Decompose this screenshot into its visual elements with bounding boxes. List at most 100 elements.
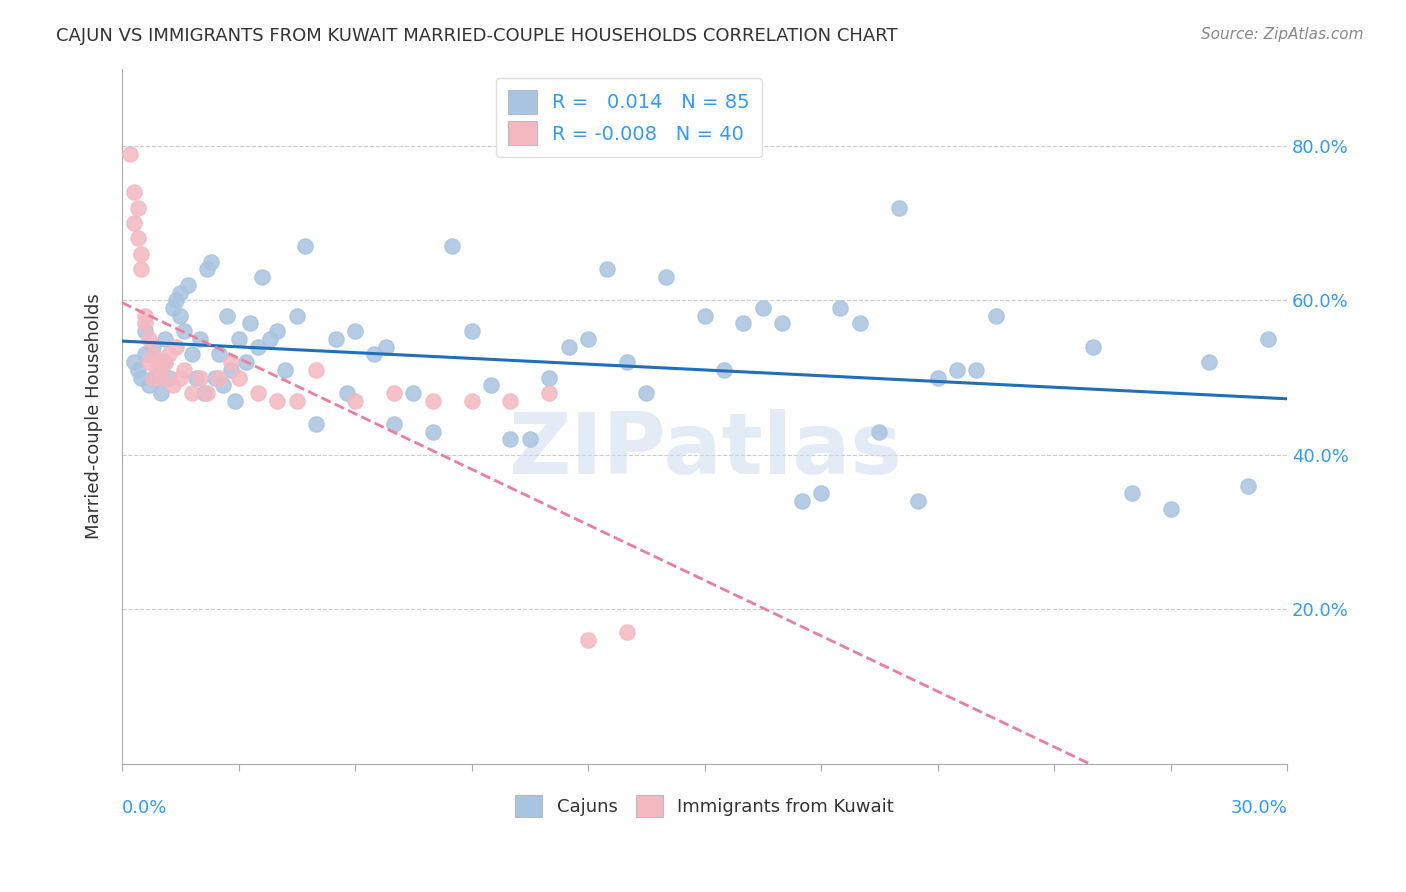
Point xyxy=(576,332,599,346)
Text: CAJUN VS IMMIGRANTS FROM KUWAIT MARRIED-COUPLE HOUSEHOLDS CORRELATION CHART: CAJUN VS IMMIGRANTS FROM KUWAIT MARRIED-… xyxy=(56,27,898,45)
Point xyxy=(538,386,561,401)
Text: Source: ZipAtlas.com: Source: ZipAtlas.com xyxy=(1201,27,1364,42)
Point xyxy=(224,393,246,408)
Point xyxy=(228,370,250,384)
Point xyxy=(266,393,288,408)
Point xyxy=(142,370,165,384)
Point xyxy=(830,301,852,315)
Text: 30.0%: 30.0% xyxy=(1230,798,1286,816)
Point xyxy=(259,332,281,346)
Point xyxy=(204,370,226,384)
Point xyxy=(285,393,308,408)
Point xyxy=(134,317,156,331)
Legend: Cajuns, Immigrants from Kuwait: Cajuns, Immigrants from Kuwait xyxy=(508,788,901,824)
Point xyxy=(134,324,156,338)
Point xyxy=(127,231,149,245)
Y-axis label: Married-couple Households: Married-couple Households xyxy=(86,293,103,539)
Point xyxy=(138,332,160,346)
Point xyxy=(228,332,250,346)
Point xyxy=(479,378,502,392)
Point xyxy=(344,393,367,408)
Point xyxy=(219,355,242,369)
Point xyxy=(1198,355,1220,369)
Point xyxy=(122,216,145,230)
Point xyxy=(127,363,149,377)
Point xyxy=(596,262,619,277)
Point xyxy=(181,386,204,401)
Point xyxy=(305,363,328,377)
Point xyxy=(422,393,444,408)
Point xyxy=(305,417,328,431)
Point xyxy=(1257,332,1279,346)
Point xyxy=(382,386,405,401)
Point xyxy=(375,340,398,354)
Point xyxy=(325,332,347,346)
Point xyxy=(441,239,464,253)
Point xyxy=(188,332,211,346)
Point xyxy=(184,370,207,384)
Point xyxy=(713,363,735,377)
Point xyxy=(212,378,235,392)
Point xyxy=(153,332,176,346)
Point xyxy=(752,301,775,315)
Point xyxy=(285,309,308,323)
Point xyxy=(215,309,238,323)
Point xyxy=(616,625,638,640)
Point xyxy=(122,355,145,369)
Point xyxy=(149,363,172,377)
Point xyxy=(153,355,176,369)
Point xyxy=(162,378,184,392)
Point xyxy=(173,363,195,377)
Point xyxy=(382,417,405,431)
Point xyxy=(246,340,269,354)
Point xyxy=(127,201,149,215)
Point xyxy=(142,370,165,384)
Point xyxy=(344,324,367,338)
Point xyxy=(138,378,160,392)
Point xyxy=(250,270,273,285)
Point xyxy=(197,386,219,401)
Point xyxy=(1121,486,1143,500)
Point xyxy=(519,433,541,447)
Point xyxy=(460,324,482,338)
Text: ZIPatlas: ZIPatlas xyxy=(508,409,901,492)
Point xyxy=(219,363,242,377)
Point xyxy=(927,370,949,384)
Point xyxy=(557,340,579,354)
Point xyxy=(138,355,160,369)
Point xyxy=(460,393,482,408)
Point xyxy=(200,254,222,268)
Point xyxy=(965,363,987,377)
Text: 0.0%: 0.0% xyxy=(122,798,167,816)
Point xyxy=(235,355,257,369)
Point xyxy=(946,363,969,377)
Point xyxy=(274,363,297,377)
Point xyxy=(169,370,191,384)
Point xyxy=(162,301,184,315)
Point xyxy=(770,317,793,331)
Point xyxy=(193,386,215,401)
Point xyxy=(499,393,522,408)
Point xyxy=(1160,501,1182,516)
Point xyxy=(1081,340,1104,354)
Point xyxy=(149,386,172,401)
Point xyxy=(157,370,180,384)
Point xyxy=(146,355,169,369)
Point xyxy=(142,347,165,361)
Point xyxy=(499,433,522,447)
Point xyxy=(188,370,211,384)
Point xyxy=(239,317,262,331)
Point xyxy=(849,317,872,331)
Point xyxy=(266,324,288,338)
Point xyxy=(336,386,359,401)
Point xyxy=(422,425,444,439)
Point xyxy=(157,347,180,361)
Point xyxy=(131,247,153,261)
Point xyxy=(134,347,156,361)
Point xyxy=(142,340,165,354)
Point xyxy=(887,201,910,215)
Point xyxy=(693,309,716,323)
Point xyxy=(907,494,929,508)
Point xyxy=(149,370,172,384)
Point xyxy=(576,633,599,648)
